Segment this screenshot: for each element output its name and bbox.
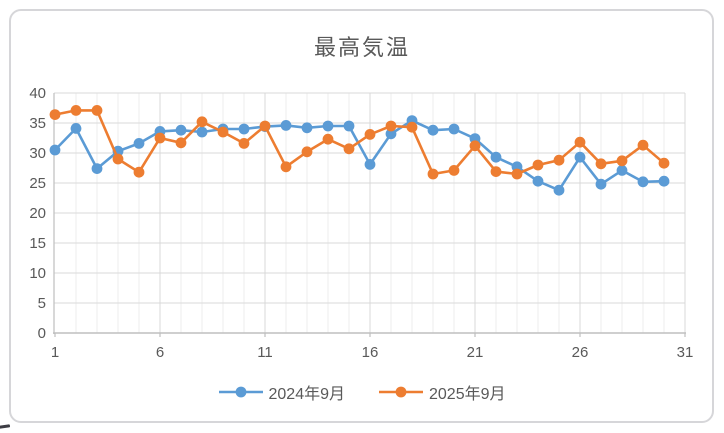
y-axis-tick-label: 25 [29, 175, 46, 192]
legend-marker-icon [379, 386, 423, 398]
data-point-2024年9月[interactable] [133, 138, 145, 149]
y-axis-tick-label: 10 [29, 265, 46, 282]
data-point-2025年9月[interactable] [385, 120, 397, 132]
data-point-2024年9月[interactable] [574, 151, 586, 163]
data-point-2025年9月[interactable] [553, 154, 565, 166]
data-point-2025年9月[interactable] [322, 133, 334, 145]
series-group [49, 105, 670, 196]
data-point-2025年9月[interactable] [175, 137, 187, 149]
y-axis-tick-label: 20 [29, 205, 46, 222]
data-point-2025年9月[interactable] [490, 166, 502, 178]
data-point-2025年9月[interactable] [469, 140, 481, 152]
data-point-2025年9月[interactable] [511, 168, 523, 180]
data-point-2024年9月[interactable] [364, 159, 376, 170]
data-point-2025年9月[interactable] [406, 121, 418, 133]
x-axis-tick-label: 6 [156, 344, 164, 361]
legend-label: 2025年9月 [429, 386, 506, 403]
data-point-2024年9月[interactable] [553, 184, 565, 196]
legend-item-2025年9月[interactable]: 2025年9月 [379, 380, 506, 404]
chart-object-frame[interactable] [9, 9, 714, 423]
data-point-2024年9月[interactable] [490, 151, 502, 163]
chart-title: 最高気温 [313, 35, 410, 60]
data-point-2024年9月[interactable] [91, 163, 103, 175]
data-point-2025年9月[interactable] [532, 159, 544, 171]
data-point-2025年9月[interactable] [70, 105, 82, 116]
legend-label: 2024年9月 [268, 386, 346, 403]
data-point-2024年9月[interactable] [280, 120, 292, 131]
data-point-2025年9月[interactable] [196, 116, 208, 128]
data-point-2024年9月[interactable] [301, 122, 313, 134]
data-point-2024年9月[interactable] [448, 123, 460, 135]
y-axis-tick-label: 0 [38, 325, 46, 342]
y-axis-tick-label: 15 [29, 235, 46, 252]
data-point-2025年9月[interactable] [154, 132, 166, 144]
series-line-2024年9月 [54, 119, 665, 192]
data-point-2024年9月[interactable] [385, 128, 397, 140]
data-point-2024年9月[interactable] [532, 175, 544, 187]
y-axis-tick-label: 5 [38, 295, 46, 312]
data-point-2025年9月[interactable] [427, 168, 439, 180]
data-point-2025年9月[interactable] [448, 165, 460, 176]
data-point-2025年9月[interactable] [91, 105, 103, 116]
data-point-2024年9月[interactable] [175, 124, 187, 136]
data-point-2024年9月[interactable] [658, 175, 670, 187]
data-point-2025年9月[interactable] [637, 139, 649, 151]
data-point-2024年9月[interactable] [595, 178, 607, 190]
data-point-2024年9月[interactable] [427, 124, 439, 136]
chart-legend: 2024年9月 2025年9月 [0, 380, 724, 404]
legend-marker-icon [218, 386, 263, 398]
x-axis-tick-label: 21 [467, 344, 484, 361]
data-point-2024年9月[interactable] [616, 165, 628, 176]
data-point-2024年9月[interactable] [238, 123, 250, 135]
data-point-2024年9月[interactable] [637, 176, 649, 188]
legend-circle [395, 386, 407, 398]
data-point-2025年9月[interactable] [133, 166, 145, 178]
data-point-2025年9月[interactable] [301, 146, 313, 158]
data-point-2025年9月[interactable] [259, 120, 271, 132]
data-point-2025年9月[interactable] [574, 136, 586, 148]
x-axis-tick-label: 26 [572, 344, 589, 361]
x-axis-tick-label: 11 [257, 344, 273, 361]
data-point-2024年9月[interactable] [70, 122, 82, 134]
data-point-2025年9月[interactable] [112, 153, 124, 165]
data-point-2024年9月[interactable] [49, 144, 61, 156]
data-point-2025年9月[interactable] [238, 138, 250, 149]
data-point-2025年9月[interactable] [217, 126, 229, 138]
series-line-2025年9月 [54, 109, 665, 176]
y-axis-tick-label: 35 [29, 115, 46, 132]
legend-item-2024年9月[interactable]: 2024年9月 [218, 380, 346, 404]
data-point-2025年9月[interactable] [280, 161, 292, 173]
data-point-2024年9月[interactable] [196, 126, 208, 138]
data-point-2024年9月[interactable] [343, 120, 355, 132]
data-point-2025年9月[interactable] [343, 143, 355, 155]
data-point-2025年9月[interactable] [616, 155, 628, 167]
data-point-2025年9月[interactable] [658, 157, 670, 169]
x-axis-tick-label: 1 [51, 344, 59, 361]
x-axis-tick-label: 31 [677, 344, 694, 361]
legend-circle [235, 386, 246, 398]
data-point-2025年9月[interactable] [364, 129, 376, 140]
y-axis-tick-label: 30 [29, 145, 46, 162]
data-point-2024年9月[interactable] [322, 120, 334, 132]
data-point-2025年9月[interactable] [49, 109, 61, 120]
data-point-2025年9月[interactable] [595, 158, 607, 170]
y-axis-tick-label: 40 [29, 85, 46, 102]
x-axis-tick-label: 16 [362, 344, 379, 361]
